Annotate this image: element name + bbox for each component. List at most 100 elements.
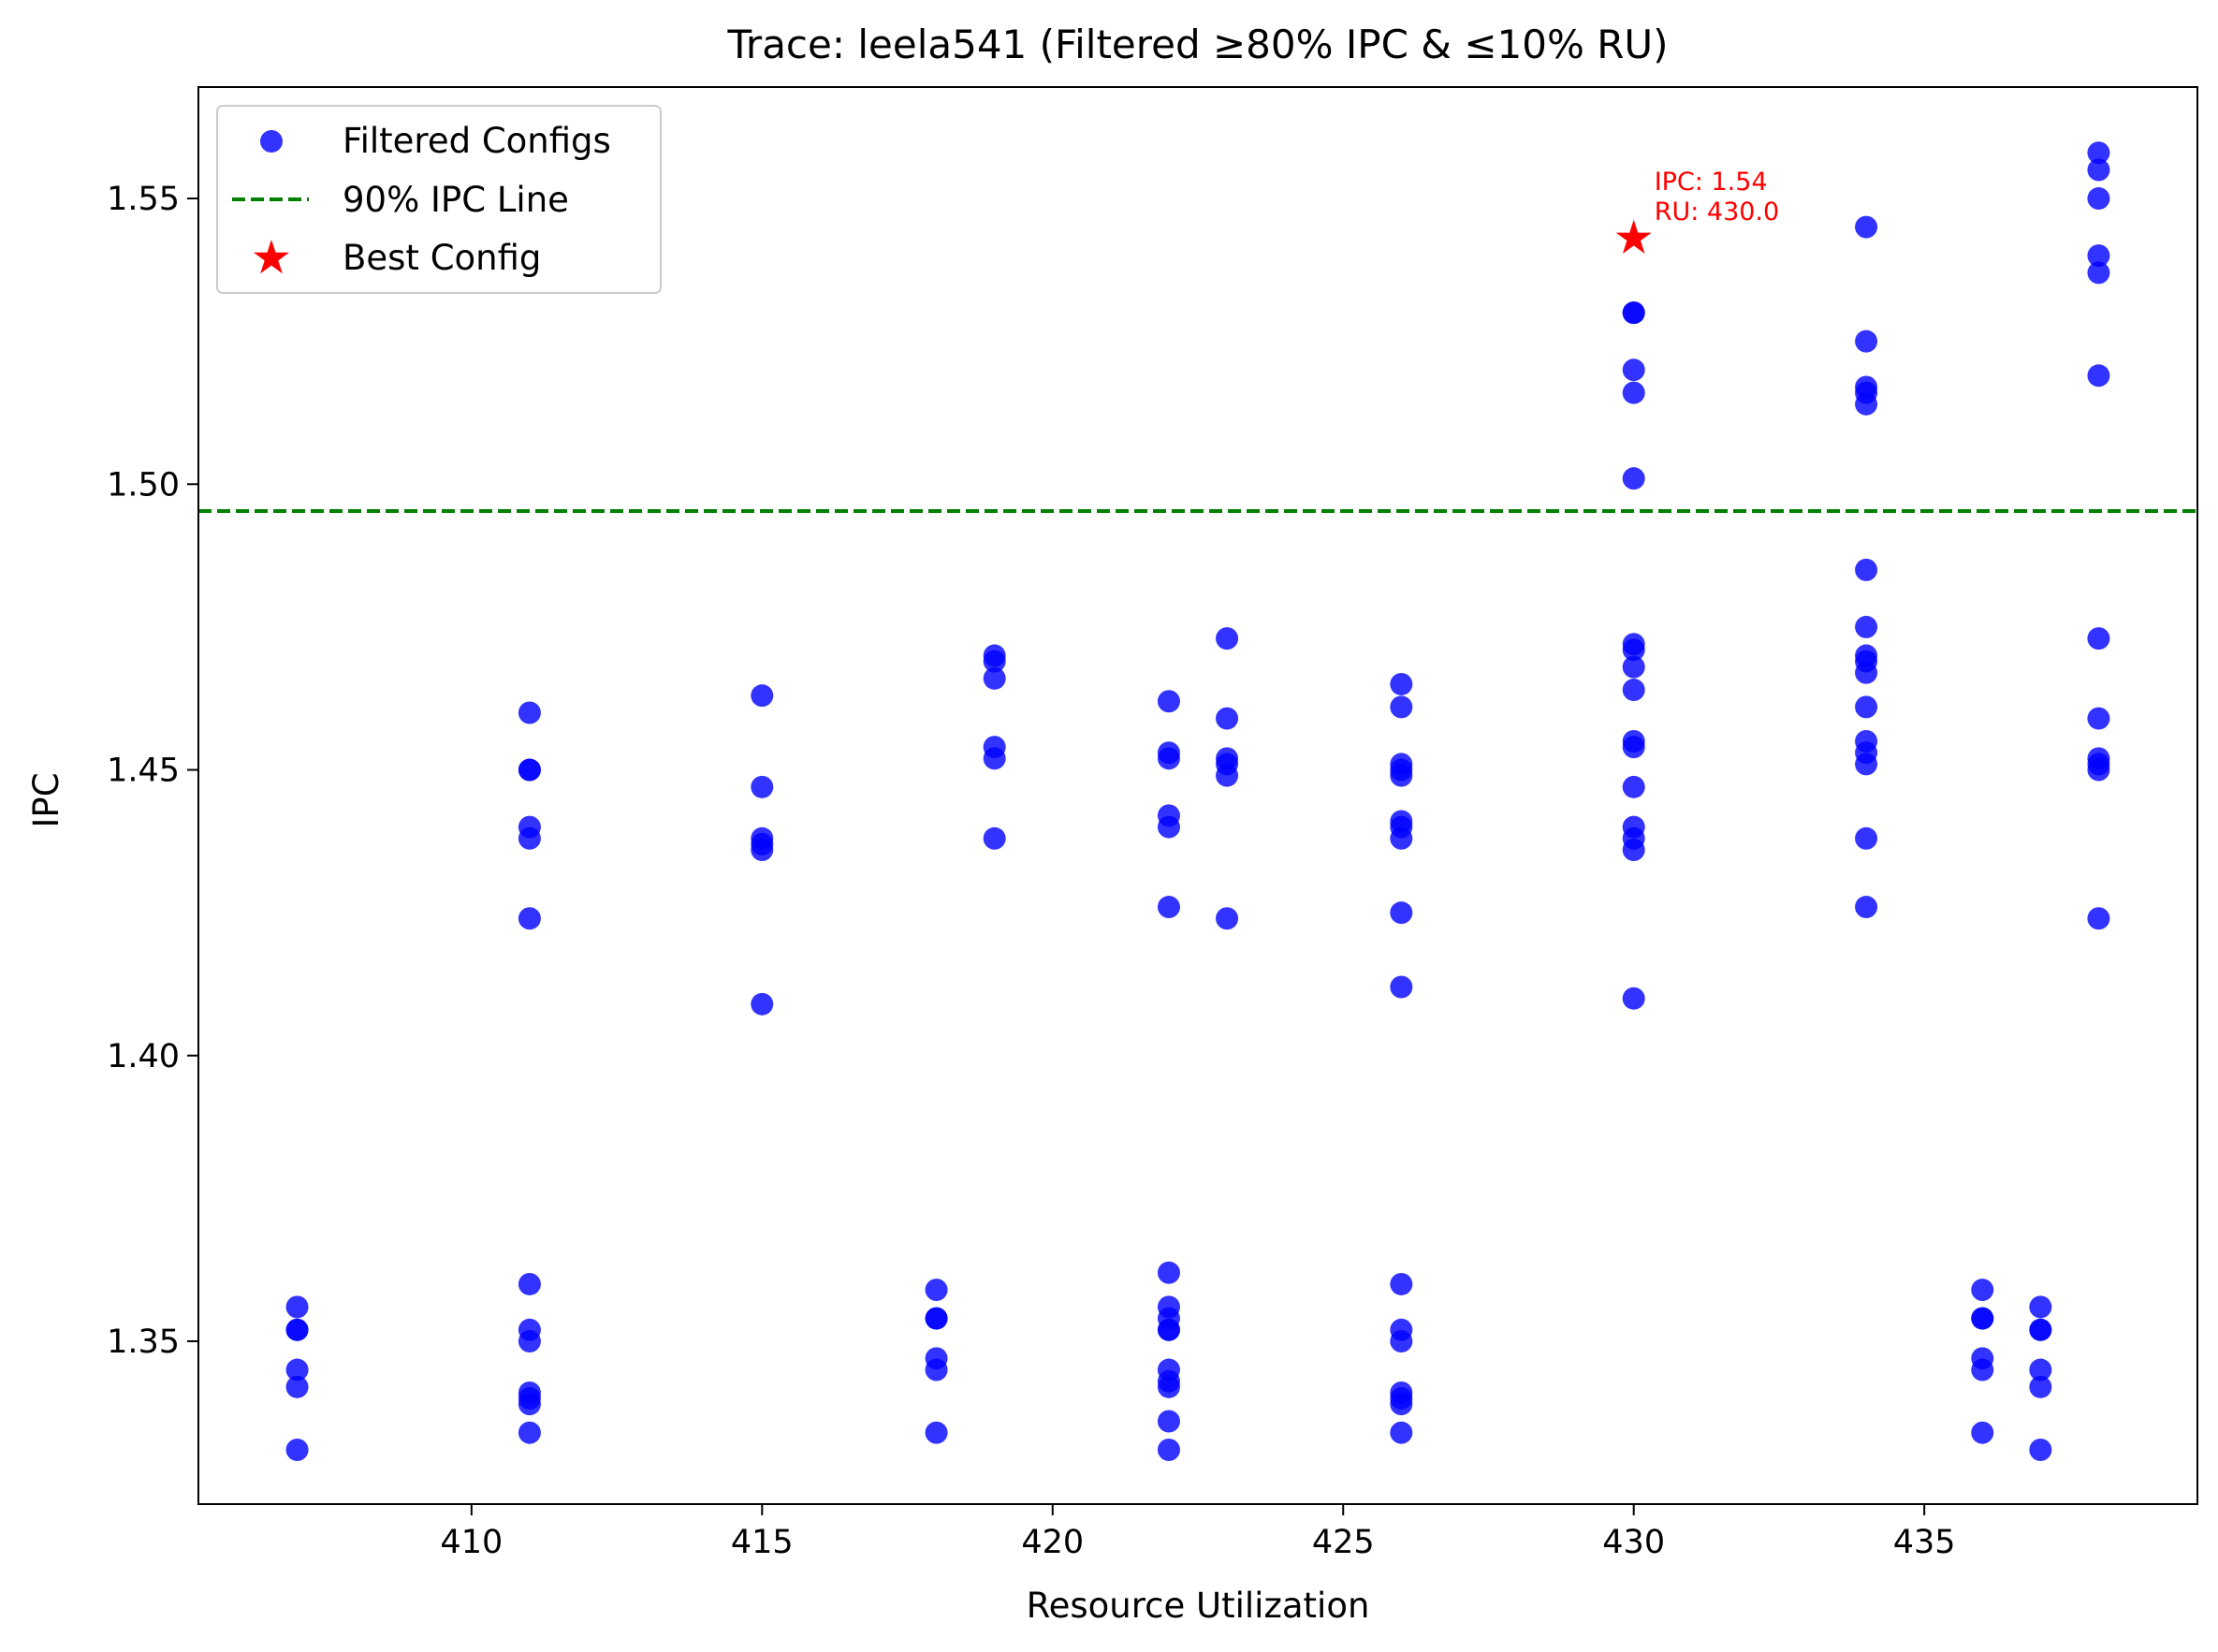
filtered-config-point <box>518 826 541 850</box>
filtered-config-point <box>518 701 541 724</box>
filtered-config-point <box>1157 1318 1180 1341</box>
filtered-config-point <box>1855 661 1878 684</box>
filtered-config-point <box>1390 975 1413 999</box>
filtered-config-point <box>751 775 774 798</box>
chart-title: Trace: leela541 (Filtered ≥80% IPC & ≤10… <box>726 22 1668 67</box>
filtered-config-point <box>1622 381 1645 404</box>
legend: Filtered Configs 90% IPC Line Best Confi… <box>216 105 662 294</box>
filtered-config-point <box>1216 764 1239 787</box>
filtered-config-point <box>983 826 1006 850</box>
filtered-config-point <box>1622 736 1645 759</box>
filtered-config-point <box>1855 558 1878 581</box>
filtered-config-point <box>1157 815 1180 839</box>
y-tick-label: 1.45 <box>107 753 180 790</box>
filtered-config-point <box>1622 679 1645 702</box>
filtered-config-point <box>2087 261 2110 285</box>
filtered-config-point <box>1855 392 1878 416</box>
filtered-config-point <box>1622 838 1645 861</box>
filtered-config-point <box>1971 1307 1994 1330</box>
filtered-config-point <box>1390 1393 1413 1416</box>
y-tick-label: 1.40 <box>107 1038 180 1075</box>
filtered-config-point <box>1157 690 1180 713</box>
legend-label-90pct-line: 90% IPC Line <box>343 180 569 220</box>
filtered-config-point <box>1622 987 1645 1010</box>
filtered-config-point <box>2029 1295 2052 1319</box>
filtered-config-point <box>518 1421 541 1444</box>
legend-marker-best-config <box>254 240 289 274</box>
x-tick-label: 425 <box>1312 1524 1375 1561</box>
filtered-config-point <box>1855 896 1878 919</box>
filtered-config-point <box>983 747 1006 770</box>
filtered-config-point <box>1216 627 1239 651</box>
best-config-annotation-line: RU: 430.0 <box>1655 197 1780 227</box>
filtered-config-point <box>983 650 1006 673</box>
filtered-config-point <box>983 666 1006 690</box>
y-tick-label: 1.50 <box>107 466 180 504</box>
filtered-config-point <box>285 1295 309 1319</box>
filtered-config-point <box>1390 672 1413 695</box>
filtered-config-point <box>518 1330 541 1353</box>
y-tick-label: 1.35 <box>107 1323 180 1361</box>
filtered-config-point <box>518 1393 541 1416</box>
y-tick-label: 1.55 <box>107 181 180 218</box>
filtered-config-point <box>518 1272 541 1295</box>
filtered-config-point <box>518 758 541 782</box>
filtered-config-point <box>2087 187 2110 211</box>
best-config-annotation-line: IPC: 1.54 <box>1655 168 1768 197</box>
filtered-config-point <box>2087 244 2110 268</box>
filtered-config-point <box>2087 364 2110 387</box>
filtered-config-point <box>1622 358 1645 382</box>
filtered-config-point <box>2087 158 2110 182</box>
filtered-config-point <box>925 1421 948 1444</box>
filtered-config-point <box>285 1439 309 1462</box>
filtered-config-point <box>1855 329 1878 353</box>
filtered-config-point <box>1390 826 1413 850</box>
filtered-config-point <box>1622 467 1645 490</box>
filtered-config-point <box>1157 747 1180 770</box>
filtered-config-point <box>1855 826 1878 850</box>
filtered-config-point <box>1157 1439 1180 1462</box>
filtered-config-point <box>1971 1358 1994 1382</box>
filtered-config-point <box>1855 695 1878 719</box>
plot-background <box>198 87 2197 1504</box>
filtered-config-point <box>2087 707 2110 730</box>
filtered-config-point <box>1390 1272 1413 1295</box>
filtered-config-point <box>1622 655 1645 679</box>
x-tick-label: 415 <box>731 1524 794 1561</box>
filtered-config-point <box>751 838 774 861</box>
filtered-config-point <box>2029 1318 2052 1341</box>
filtered-config-point <box>1157 1410 1180 1433</box>
filtered-config-point <box>2087 141 2110 165</box>
filtered-config-point <box>518 907 541 930</box>
x-axis-label: Resource Utilization <box>1027 1586 1370 1626</box>
filtered-config-point <box>925 1279 948 1302</box>
data-points <box>285 141 2110 1462</box>
filtered-config-point <box>1157 896 1180 919</box>
filtered-config-point <box>285 1358 309 1382</box>
plot-frame <box>197 86 2198 1505</box>
filtered-config-point <box>1855 215 1878 239</box>
x-axis-ticks: 410 415 420 425 430 435 <box>440 1504 1956 1561</box>
y-axis-ticks: 1.35 1.40 1.45 1.50 1.55 <box>107 181 198 1361</box>
filtered-config-point <box>1390 1421 1413 1444</box>
filtered-config-point <box>285 1375 309 1398</box>
filtered-config-point <box>925 1307 948 1330</box>
filtered-config-point <box>751 684 774 708</box>
legend-label-filtered-configs: Filtered Configs <box>343 121 611 161</box>
filtered-config-point <box>751 992 774 1016</box>
filtered-config-point <box>1216 707 1239 730</box>
filtered-config-point <box>1971 1279 1994 1302</box>
filtered-config-point <box>1855 753 1878 776</box>
x-tick-label: 430 <box>1602 1524 1665 1561</box>
filtered-config-point <box>1622 638 1645 662</box>
legend-frame <box>216 105 662 294</box>
filtered-config-point <box>1971 1421 1994 1444</box>
y-axis-label: IPC <box>26 772 66 827</box>
filtered-config-point <box>2029 1439 2052 1462</box>
filtered-config-point <box>2087 907 2110 930</box>
filtered-config-point <box>925 1358 948 1382</box>
legend-label-best-config: Best Config <box>343 238 541 278</box>
